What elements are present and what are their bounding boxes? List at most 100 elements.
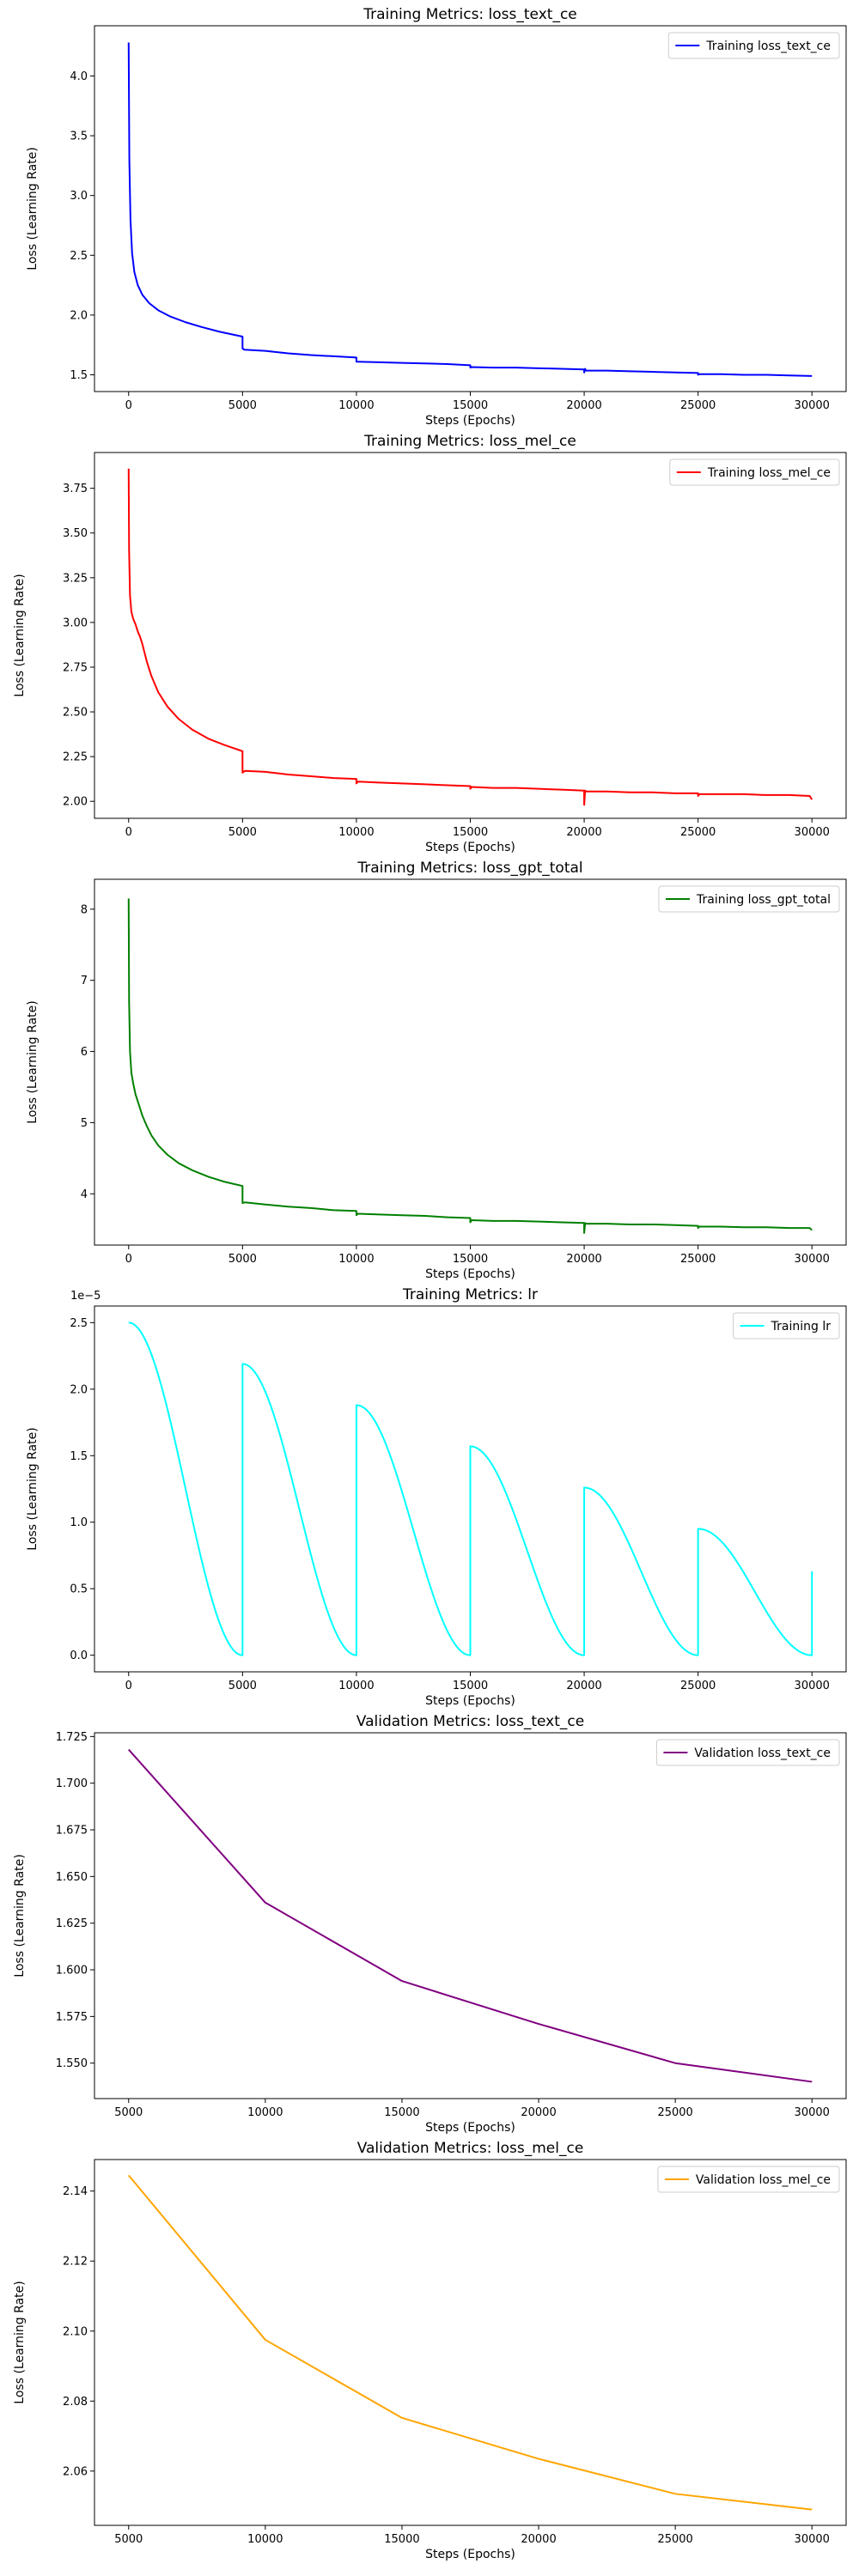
y-tick-label: 3.0 bbox=[70, 190, 88, 203]
x-tick-label: 5000 bbox=[114, 2106, 143, 2119]
y-axis-label: Loss (Learning Rate) bbox=[13, 1854, 27, 1977]
y-tick-label: 2.75 bbox=[63, 661, 88, 674]
legend-label: Training loss_mel_ce bbox=[707, 466, 831, 480]
y-axis-label: Loss (Learning Rate) bbox=[26, 1000, 40, 1123]
x-axis-ticks: 0 5000 10000 15000 20000 25000 30000 bbox=[125, 1672, 830, 1692]
y-tick-label: 1.675 bbox=[56, 1825, 88, 1838]
x-tick-label: 30000 bbox=[795, 1253, 830, 1266]
y-tick-label: 2.0 bbox=[70, 309, 88, 322]
x-axis-label: Steps (Epochs) bbox=[425, 1267, 515, 1281]
series-line bbox=[128, 2174, 813, 2511]
y-tick-label: 3.00 bbox=[63, 617, 88, 629]
x-tick-label: 5000 bbox=[228, 399, 257, 412]
chart-2: Training Metrics: loss_mel_ce 0 5000 10000 1… bbox=[13, 433, 847, 854]
y-tick-label: 2.0 bbox=[70, 1383, 88, 1396]
y-tick-label: 2.5 bbox=[70, 1317, 88, 1330]
y-tick-label: 1.575 bbox=[56, 2011, 88, 2024]
y-tick-label: 3.25 bbox=[63, 572, 88, 585]
x-tick-label: 20000 bbox=[566, 826, 601, 839]
legend-label: Training loss_text_ce bbox=[705, 39, 831, 53]
x-axis-label: Steps (Epochs) bbox=[425, 1694, 515, 1708]
chart-title: Validation Metrics: loss_text_ce bbox=[356, 1713, 584, 1730]
legend-label: Training lr bbox=[771, 1320, 832, 1334]
y-tick-label: 2.12 bbox=[63, 2256, 88, 2269]
y-tick-label: 0.5 bbox=[70, 1583, 88, 1596]
y-axis-label: Loss (Learning Rate) bbox=[13, 574, 27, 696]
y-tick-label: 1.600 bbox=[56, 1965, 88, 1978]
series-line bbox=[127, 468, 813, 806]
y-tick-label: 2.00 bbox=[63, 796, 88, 809]
x-tick-label: 30000 bbox=[795, 399, 830, 412]
legend-box bbox=[655, 1739, 840, 1766]
y-tick-label: 2.08 bbox=[63, 2396, 88, 2409]
x-tick-label: 25000 bbox=[657, 2106, 692, 2119]
legend: Training lr bbox=[733, 1312, 840, 1340]
x-tick-label: 5000 bbox=[228, 826, 257, 839]
x-axis-label: Steps (Epochs) bbox=[425, 2548, 515, 2561]
series-line bbox=[127, 898, 813, 1234]
x-axis-label: Steps (Epochs) bbox=[425, 414, 515, 428]
y-tick-label: 5 bbox=[81, 1117, 88, 1130]
chart-4: Training Metrics: lr 0 5000 10000 15000 20000… bbox=[26, 1286, 847, 1708]
y-tick-label: 3.5 bbox=[70, 131, 88, 143]
chart-title: Training Metrics: loss_mel_ce bbox=[363, 433, 576, 450]
legend: Training loss_text_ce bbox=[667, 32, 840, 59]
y-tick-label: 1.700 bbox=[56, 1777, 88, 1790]
x-tick-label: 10000 bbox=[247, 2533, 283, 2546]
chart-1: Training Metrics: loss_text_ce 0 5000 10000… bbox=[26, 6, 847, 428]
x-tick-label: 0 bbox=[125, 826, 132, 839]
y-tick-label: 2.10 bbox=[63, 2325, 88, 2338]
x-tick-label: 25000 bbox=[680, 1253, 716, 1266]
series-line bbox=[128, 1321, 813, 1656]
y-tick-label: 3.75 bbox=[63, 483, 88, 495]
y-tick-label: 1.5 bbox=[70, 369, 88, 382]
legend: Training loss_mel_ce bbox=[669, 459, 840, 486]
x-tick-label: 5000 bbox=[228, 1253, 257, 1266]
y-axis-ticks: 0.0 0.5 1.0 1.5 2.0 2.5 bbox=[70, 1317, 94, 1662]
x-tick-label: 20000 bbox=[566, 1253, 601, 1266]
x-tick-label: 20000 bbox=[521, 2533, 556, 2546]
y-axis-ticks: 2.00 2.25 2.50 2.75 3.00 3.25 3.50 3.75 bbox=[63, 483, 94, 809]
x-axis-ticks: 5000 10000 15000 20000 25000 30000 bbox=[114, 2525, 830, 2546]
x-tick-label: 30000 bbox=[795, 2106, 830, 2119]
y-tick-label: 1.550 bbox=[56, 2057, 88, 2070]
x-tick-label: 15000 bbox=[453, 1253, 488, 1266]
plot-frame bbox=[94, 1732, 847, 2099]
y-axis-ticks: 4 5 6 7 8 bbox=[81, 903, 94, 1201]
y-tick-label: 2.5 bbox=[70, 250, 88, 263]
legend: Validation loss_text_ce bbox=[655, 1739, 840, 1766]
x-tick-label: 15000 bbox=[453, 399, 488, 412]
x-tick-label: 20000 bbox=[521, 2106, 556, 2119]
x-axis-ticks: 5000 10000 15000 20000 25000 30000 bbox=[114, 2099, 830, 2119]
y-tick-label: 8 bbox=[81, 903, 88, 916]
x-tick-label: 20000 bbox=[566, 1680, 601, 1692]
y-tick-label: 2.25 bbox=[63, 751, 88, 764]
y-tick-label: 4.0 bbox=[70, 70, 88, 83]
x-tick-label: 25000 bbox=[680, 1680, 716, 1692]
legend-box bbox=[667, 32, 840, 59]
series-line bbox=[127, 42, 813, 377]
legend-box bbox=[733, 1312, 840, 1340]
chart-3: Training Metrics: loss_gpt_total 0 5000 100… bbox=[26, 860, 847, 1281]
legend-box bbox=[669, 459, 840, 486]
chart-6: Validation Metrics: loss_mel_ce 5000 10000… bbox=[13, 2140, 847, 2561]
y-axis-label: Loss (Learning Rate) bbox=[26, 147, 40, 270]
y-axis-ticks: 1.550 1.575 1.600 1.625 1.650 1.675 1.700 1.725 bbox=[56, 1731, 94, 2070]
legend-box bbox=[658, 885, 840, 913]
x-axis-ticks: 0 5000 10000 15000 20000 25000 30000 bbox=[125, 818, 830, 839]
x-axis-ticks: 0 5000 10000 15000 20000 25000 30000 bbox=[125, 1245, 830, 1266]
plot-frame bbox=[94, 2159, 847, 2526]
x-tick-label: 5000 bbox=[228, 1680, 257, 1692]
x-tick-label: 30000 bbox=[795, 1680, 830, 1692]
y-tick-label: 4 bbox=[81, 1188, 88, 1201]
y-axis-ticks: 1.5 2.0 2.5 3.0 3.5 4.0 bbox=[70, 70, 94, 382]
x-tick-label: 0 bbox=[125, 1680, 132, 1692]
x-tick-label: 10000 bbox=[338, 399, 374, 412]
x-tick-label: 15000 bbox=[384, 2106, 419, 2119]
x-tick-label: 10000 bbox=[338, 1253, 374, 1266]
x-tick-label: 15000 bbox=[453, 826, 488, 839]
plot-frame bbox=[94, 25, 847, 392]
y-tick-label: 7 bbox=[81, 975, 88, 987]
y-axis-label: Loss (Learning Rate) bbox=[13, 2281, 27, 2403]
x-tick-label: 10000 bbox=[247, 2106, 283, 2119]
